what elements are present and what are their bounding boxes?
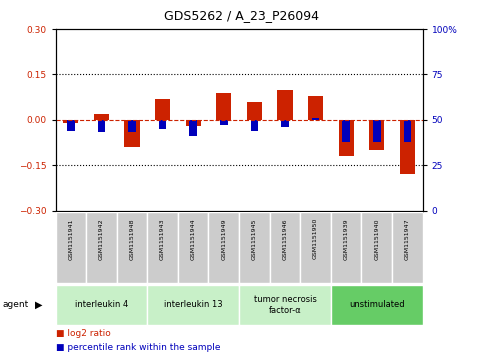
Text: GSM1151950: GSM1151950	[313, 218, 318, 260]
Bar	[400, 120, 415, 174]
Bar	[67, 120, 75, 131]
Text: GSM1151945: GSM1151945	[252, 218, 257, 260]
Bar	[300, 212, 331, 283]
Bar	[98, 120, 105, 132]
Bar	[155, 99, 170, 120]
Bar	[342, 120, 350, 142]
Text: GSM1151939: GSM1151939	[343, 218, 349, 260]
Text: GSM1151941: GSM1151941	[68, 218, 73, 260]
Text: ■ log2 ratio: ■ log2 ratio	[56, 329, 110, 338]
Text: ▶: ▶	[35, 300, 43, 310]
Bar	[209, 212, 239, 283]
Bar	[373, 120, 381, 142]
Bar	[331, 212, 361, 283]
Bar	[392, 212, 423, 283]
Bar	[189, 120, 197, 136]
Bar	[63, 120, 78, 123]
Bar	[178, 212, 209, 283]
Text: GSM1151948: GSM1151948	[129, 218, 135, 260]
Bar	[239, 212, 270, 283]
Bar	[247, 102, 262, 120]
Text: unstimulated: unstimulated	[349, 301, 405, 309]
Text: agent: agent	[2, 301, 28, 309]
Text: interleukin 4: interleukin 4	[75, 301, 128, 309]
Text: GSM1151946: GSM1151946	[283, 218, 287, 260]
Bar	[216, 93, 231, 120]
Text: GSM1151942: GSM1151942	[99, 218, 104, 260]
Bar	[403, 120, 411, 142]
Text: GSM1151947: GSM1151947	[405, 218, 410, 260]
Bar	[369, 120, 384, 150]
Text: ■ percentile rank within the sample: ■ percentile rank within the sample	[56, 343, 220, 352]
Text: GSM1151949: GSM1151949	[221, 218, 227, 260]
Bar	[185, 120, 201, 126]
Text: interleukin 13: interleukin 13	[164, 301, 223, 309]
Bar	[339, 120, 354, 156]
Bar	[56, 212, 86, 283]
Bar	[117, 212, 147, 283]
Bar	[128, 120, 136, 132]
Bar	[147, 212, 178, 283]
Bar	[239, 285, 331, 325]
Bar	[147, 285, 239, 325]
Text: GDS5262 / A_23_P26094: GDS5262 / A_23_P26094	[164, 9, 319, 22]
Bar	[312, 118, 319, 120]
Bar	[94, 114, 109, 120]
Bar	[125, 120, 140, 147]
Bar	[277, 90, 293, 120]
Text: GSM1151943: GSM1151943	[160, 218, 165, 260]
Bar	[361, 212, 392, 283]
Text: GSM1151940: GSM1151940	[374, 218, 379, 260]
Bar	[331, 285, 423, 325]
Bar	[270, 212, 300, 283]
Bar	[281, 120, 289, 127]
Bar	[220, 120, 227, 125]
Text: tumor necrosis
factor-α: tumor necrosis factor-α	[254, 295, 316, 315]
Bar	[56, 285, 147, 325]
Bar	[86, 212, 117, 283]
Text: GSM1151944: GSM1151944	[191, 218, 196, 260]
Bar	[251, 120, 258, 131]
Bar	[308, 95, 323, 120]
Bar	[159, 120, 167, 129]
